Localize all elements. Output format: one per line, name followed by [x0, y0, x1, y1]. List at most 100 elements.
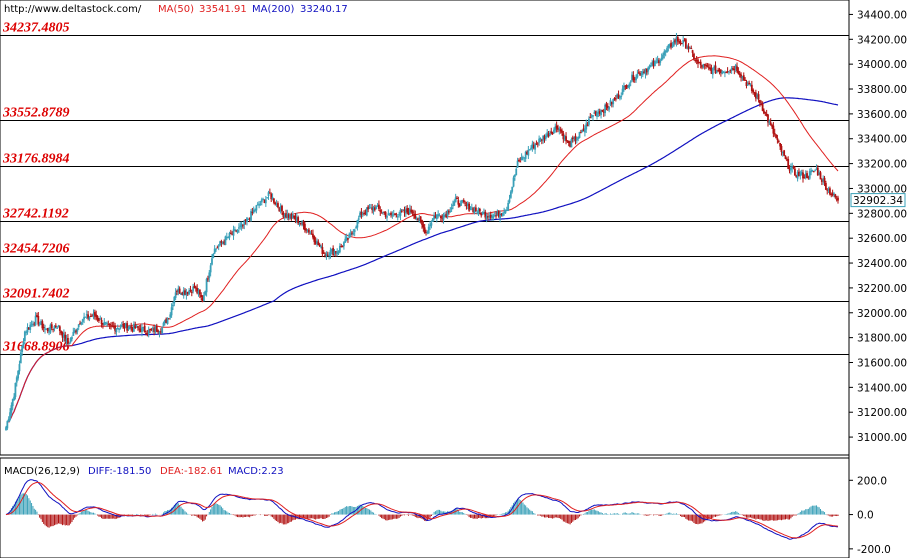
candle-body [414, 213, 417, 219]
y-tick-label: 33400.00 [857, 134, 907, 146]
candle-body [400, 210, 403, 212]
candle-body [45, 328, 48, 330]
candle-body [84, 316, 87, 318]
candle-body [596, 112, 598, 117]
candle-body [715, 70, 718, 73]
candle-body [575, 138, 578, 140]
y-tick-label: 31800.00 [857, 333, 907, 345]
candle-body [562, 133, 565, 140]
candle-body [609, 100, 612, 106]
candle-body [32, 324, 34, 326]
candle-body [227, 237, 230, 239]
candle-body [513, 174, 516, 177]
candle-body [699, 61, 702, 65]
candle-body [232, 229, 235, 236]
candle-body [752, 89, 755, 93]
candle-body [334, 251, 337, 253]
candle-body [135, 325, 138, 327]
candle-body [216, 247, 219, 249]
candle-body [808, 171, 811, 179]
candle-body [219, 241, 221, 246]
site-url[interactable]: http://www.deltastock.com/ [4, 4, 142, 15]
candle-body [583, 128, 586, 133]
candle-body [85, 314, 88, 316]
candle-body [26, 327, 29, 333]
candle-body [145, 332, 147, 335]
candle-body [597, 112, 600, 114]
y-tick-label: 33200.00 [857, 159, 907, 171]
candle-body [446, 210, 449, 216]
candle-body [507, 202, 510, 211]
candle-body [72, 331, 75, 336]
candle-body [355, 227, 357, 229]
candle-body [185, 292, 188, 296]
candle-body [402, 209, 405, 211]
candle-body [664, 51, 667, 53]
candle-body [470, 207, 473, 209]
candle-body [600, 110, 602, 116]
candle-body [130, 326, 133, 328]
candle-body [176, 291, 178, 293]
level-label: 34237.4805 [2, 21, 70, 36]
candle-body [173, 297, 176, 304]
candle-body [207, 278, 209, 280]
candle-body [705, 64, 707, 66]
candle-body [340, 246, 343, 248]
candle-body [128, 326, 131, 330]
candle-body [320, 245, 322, 248]
candle-body [182, 290, 185, 296]
candle-body [829, 188, 831, 195]
candle-body [166, 317, 169, 324]
candle-body [750, 84, 753, 91]
candle-body [38, 323, 41, 325]
candle-body [643, 71, 646, 74]
level-label: 33552.8789 [2, 106, 70, 121]
candle-body [251, 212, 254, 214]
candle-body [372, 207, 375, 212]
candle-body [515, 168, 518, 176]
candle-body [740, 74, 742, 78]
candle-body [574, 135, 577, 141]
candle-body [308, 229, 310, 233]
candle-body [473, 208, 476, 214]
candle-body [456, 198, 458, 200]
candle-body [266, 197, 269, 199]
candle-body [768, 121, 771, 123]
candle-body [489, 215, 492, 219]
candle-body [578, 131, 581, 138]
candle-body [418, 217, 421, 222]
candle-body [399, 209, 402, 216]
candle-body [314, 240, 317, 244]
candle-body [410, 209, 413, 213]
candle-body [49, 324, 52, 333]
candle-body [407, 211, 410, 215]
candle-body [625, 85, 628, 89]
candle-body [154, 327, 157, 333]
candle-body [124, 323, 127, 328]
candle-body [476, 212, 479, 214]
candle-body [330, 248, 333, 252]
candle-body [742, 75, 745, 81]
level-label: 32742.1192 [2, 207, 69, 222]
y-tick-label: 34400.00 [857, 9, 907, 21]
candle-body [53, 326, 56, 330]
candle-body [316, 240, 318, 245]
candle-body [235, 230, 238, 232]
candle-body [526, 152, 528, 155]
candle-body [508, 199, 511, 203]
candle-body [289, 214, 291, 220]
candle-body [371, 207, 374, 211]
dea-path [5, 481, 839, 539]
candle-body [784, 155, 787, 159]
candle-body [404, 209, 407, 214]
macd-tick-label: -200.0 [857, 544, 891, 556]
candle-body [767, 114, 769, 123]
candle-body [689, 47, 691, 49]
y-tick-label: 31200.00 [857, 407, 907, 419]
candle-body [274, 202, 277, 205]
candle-body [698, 62, 701, 64]
candle-body [771, 124, 773, 127]
candle-body [531, 143, 534, 149]
candle-body [10, 405, 13, 413]
